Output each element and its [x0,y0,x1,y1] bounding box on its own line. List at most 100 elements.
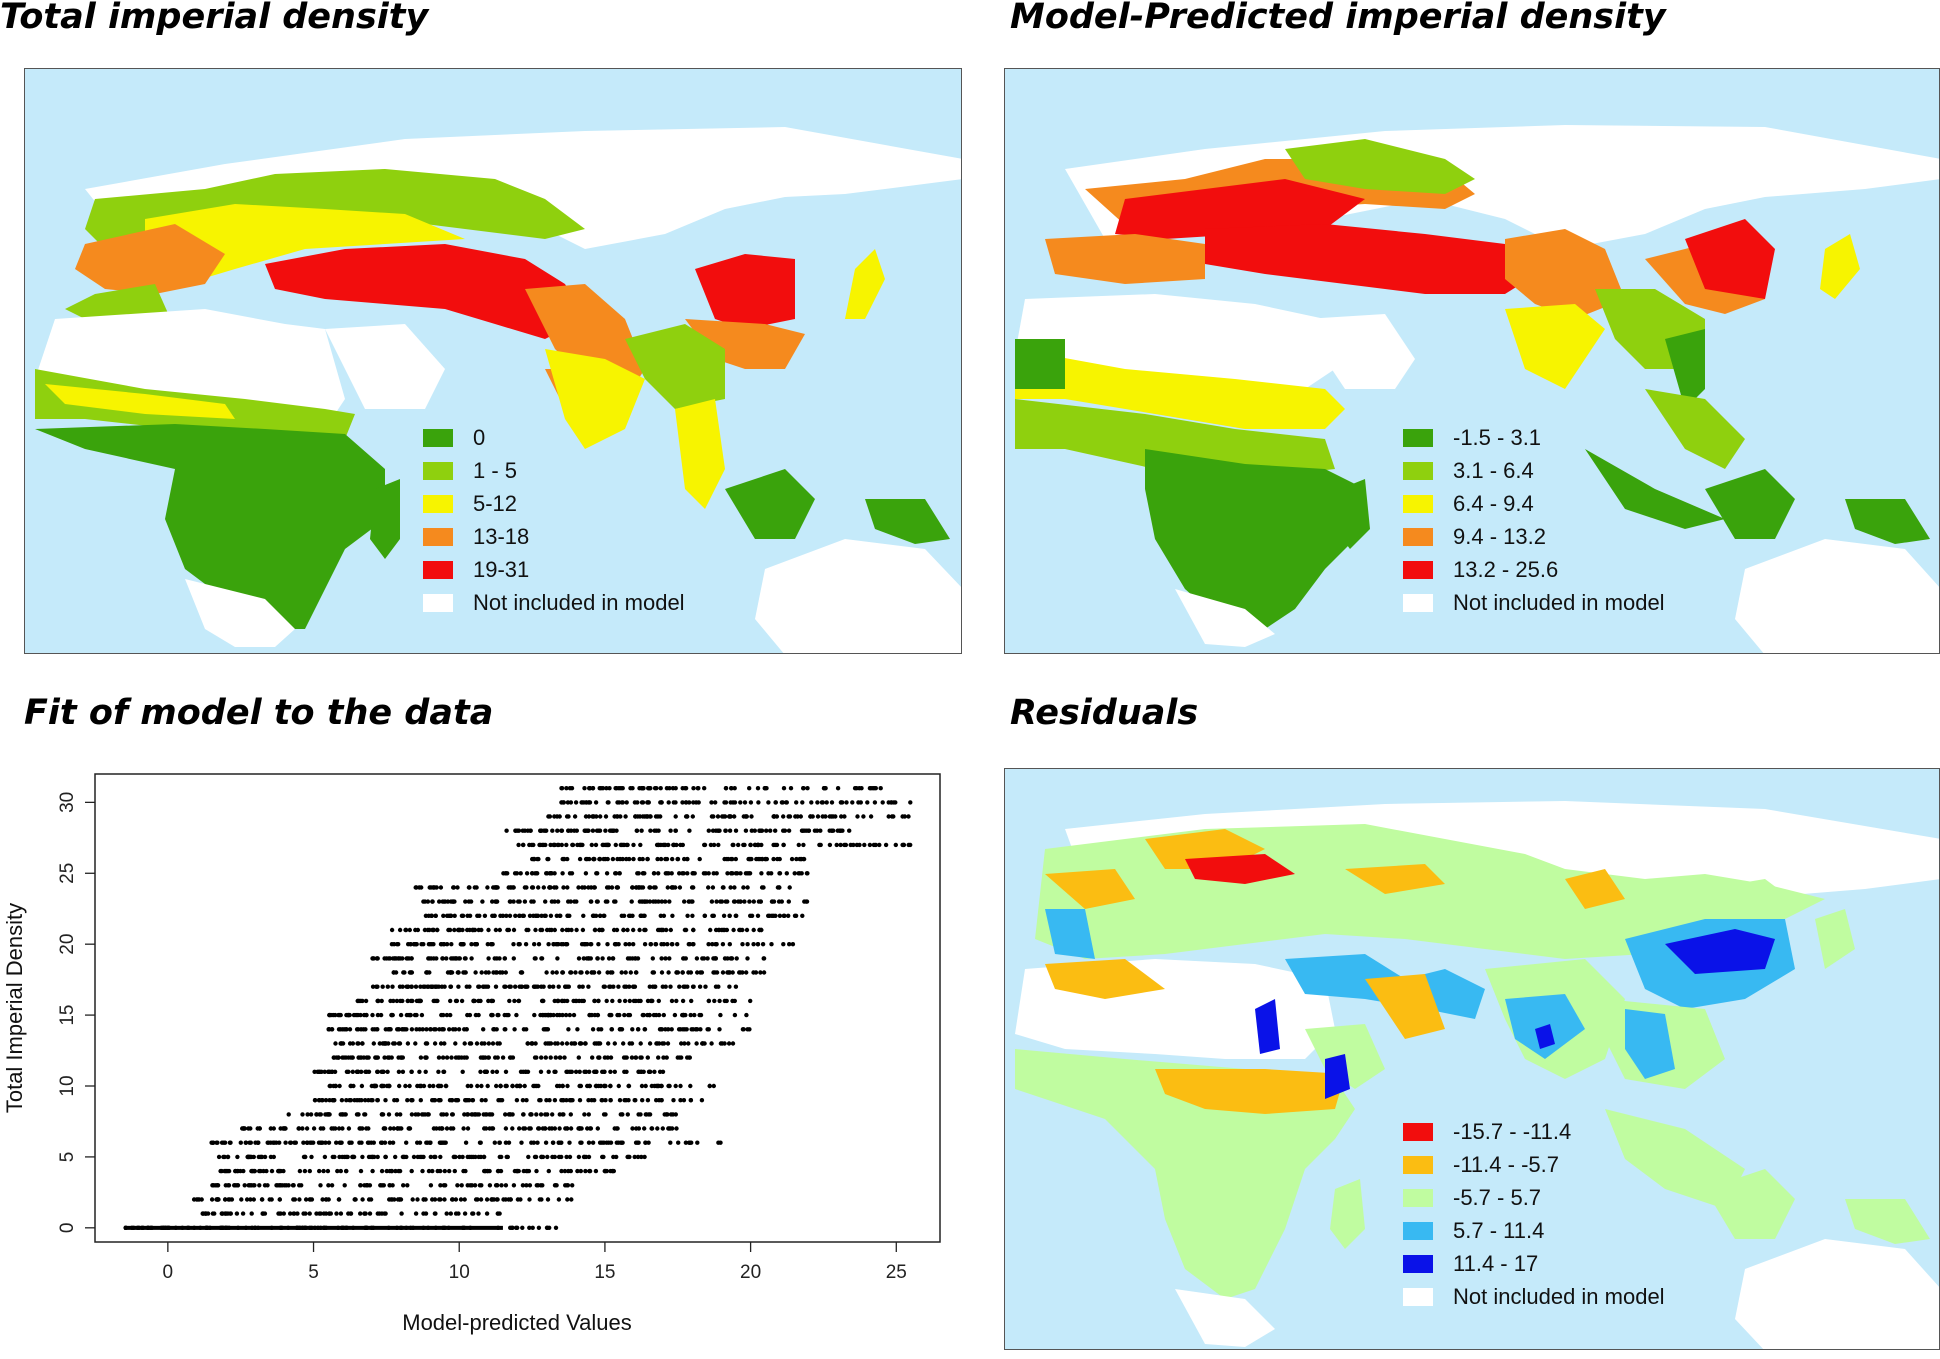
scatter-point [603,856,608,862]
scatter-point [340,1055,345,1060]
scatter-point [713,800,718,805]
scatter-point [547,1098,552,1103]
scatter-point [648,828,653,833]
scatter-point [477,984,482,989]
scatter-point [725,899,730,904]
scatter-point [387,1140,393,1145]
scatter-point [829,814,834,819]
scatter-point [388,998,393,1004]
scatter-point [473,1012,479,1018]
legend-label: 19-31 [473,556,530,582]
scatter-point [336,1126,342,1131]
scatter-point [379,1140,385,1145]
scatter-point [862,842,867,848]
scatter-point [613,899,618,904]
scatter-point [552,871,557,876]
scatter-point [318,1126,323,1131]
scatter-point [773,842,778,848]
scatter-point [424,1027,429,1032]
scatter-point [406,984,411,989]
scatter-point [468,1083,474,1089]
scatter-point [538,1112,544,1117]
scatter-point [503,1126,509,1131]
scatter-point [616,800,622,805]
scatter-point [392,956,397,961]
scatter-point [371,1140,376,1145]
scatter-point [322,1069,327,1074]
scatter-point [580,984,585,989]
scatter-point [595,1126,600,1131]
scatter-point [344,1098,349,1103]
scatter-point [555,828,560,833]
scatter-point [548,1055,553,1060]
scatter-point [432,1041,438,1046]
scatter-point [687,942,692,947]
scatter-point [429,913,434,918]
scatter-point [582,885,587,890]
scatter-point [744,970,749,975]
scatter-point [647,984,652,989]
scatter-point [404,1140,409,1145]
scatter-point [438,1197,443,1202]
scatter-point [326,1183,331,1188]
scatter-point [545,1154,550,1160]
legend-swatch [1403,560,1433,579]
scatter-point [625,842,630,848]
scatter-point [638,913,643,918]
scatter-point [715,814,721,819]
legend-swatch [1403,1221,1433,1240]
scatter-point [221,1154,226,1160]
scatter-point [543,1140,549,1145]
scatter-point [675,1055,680,1060]
scatter-point [532,1012,537,1018]
scatter-point [598,786,604,791]
scatter-point [483,1126,489,1131]
scatter-point [559,998,565,1004]
scatter-point [709,899,715,904]
legend-swatch [423,428,453,447]
scatter-point [329,1069,335,1074]
scatter-point [483,984,489,989]
legend-residuals: -15.7 - -11.4 -11.4 - -5.7 -5.7 - 5.7 5.… [1403,1115,1665,1313]
scatter-point [721,913,727,918]
legend-swatch [1403,461,1433,480]
scatter-point [622,1012,627,1018]
scatter-point [409,1069,414,1074]
scatter-point [511,956,516,961]
scatter-point [666,800,671,805]
scatter-point [490,1041,496,1046]
scatter-point [567,1140,572,1145]
y-tick-label: 30 [57,792,78,813]
scatter-point [531,1140,536,1145]
scatter-point [557,1126,562,1131]
scatter-point [559,828,565,833]
scatter-point [330,1154,335,1160]
scatter-point [603,814,609,819]
scatter-point [709,814,715,819]
scatter-point [428,1027,433,1032]
scatter-point [603,1168,608,1174]
legend-label: -1.5 - 3.1 [1453,424,1542,450]
scatter-point [711,913,716,918]
scatter-point [409,984,414,989]
scatter-point [729,786,734,791]
scatter-point [627,942,632,947]
scatter-point [642,871,647,876]
scatter-point [751,927,756,933]
scatter-point [428,1183,434,1188]
scatter-point [552,1069,557,1074]
scatter-point [489,998,494,1004]
legend-swatch [1403,1287,1433,1306]
scatter-point [538,1098,543,1103]
scatter-point [308,1112,314,1117]
scatter-point [610,956,616,961]
scatter-point [820,814,825,819]
scatter-point [510,1126,515,1131]
scatter-point [678,1083,683,1089]
scatter-point [329,1027,335,1032]
scatter-point [438,1140,444,1145]
scatter-point [543,899,548,904]
scatter-point [688,1083,693,1089]
scatter-point [702,913,708,918]
scatter-point [283,1126,288,1131]
